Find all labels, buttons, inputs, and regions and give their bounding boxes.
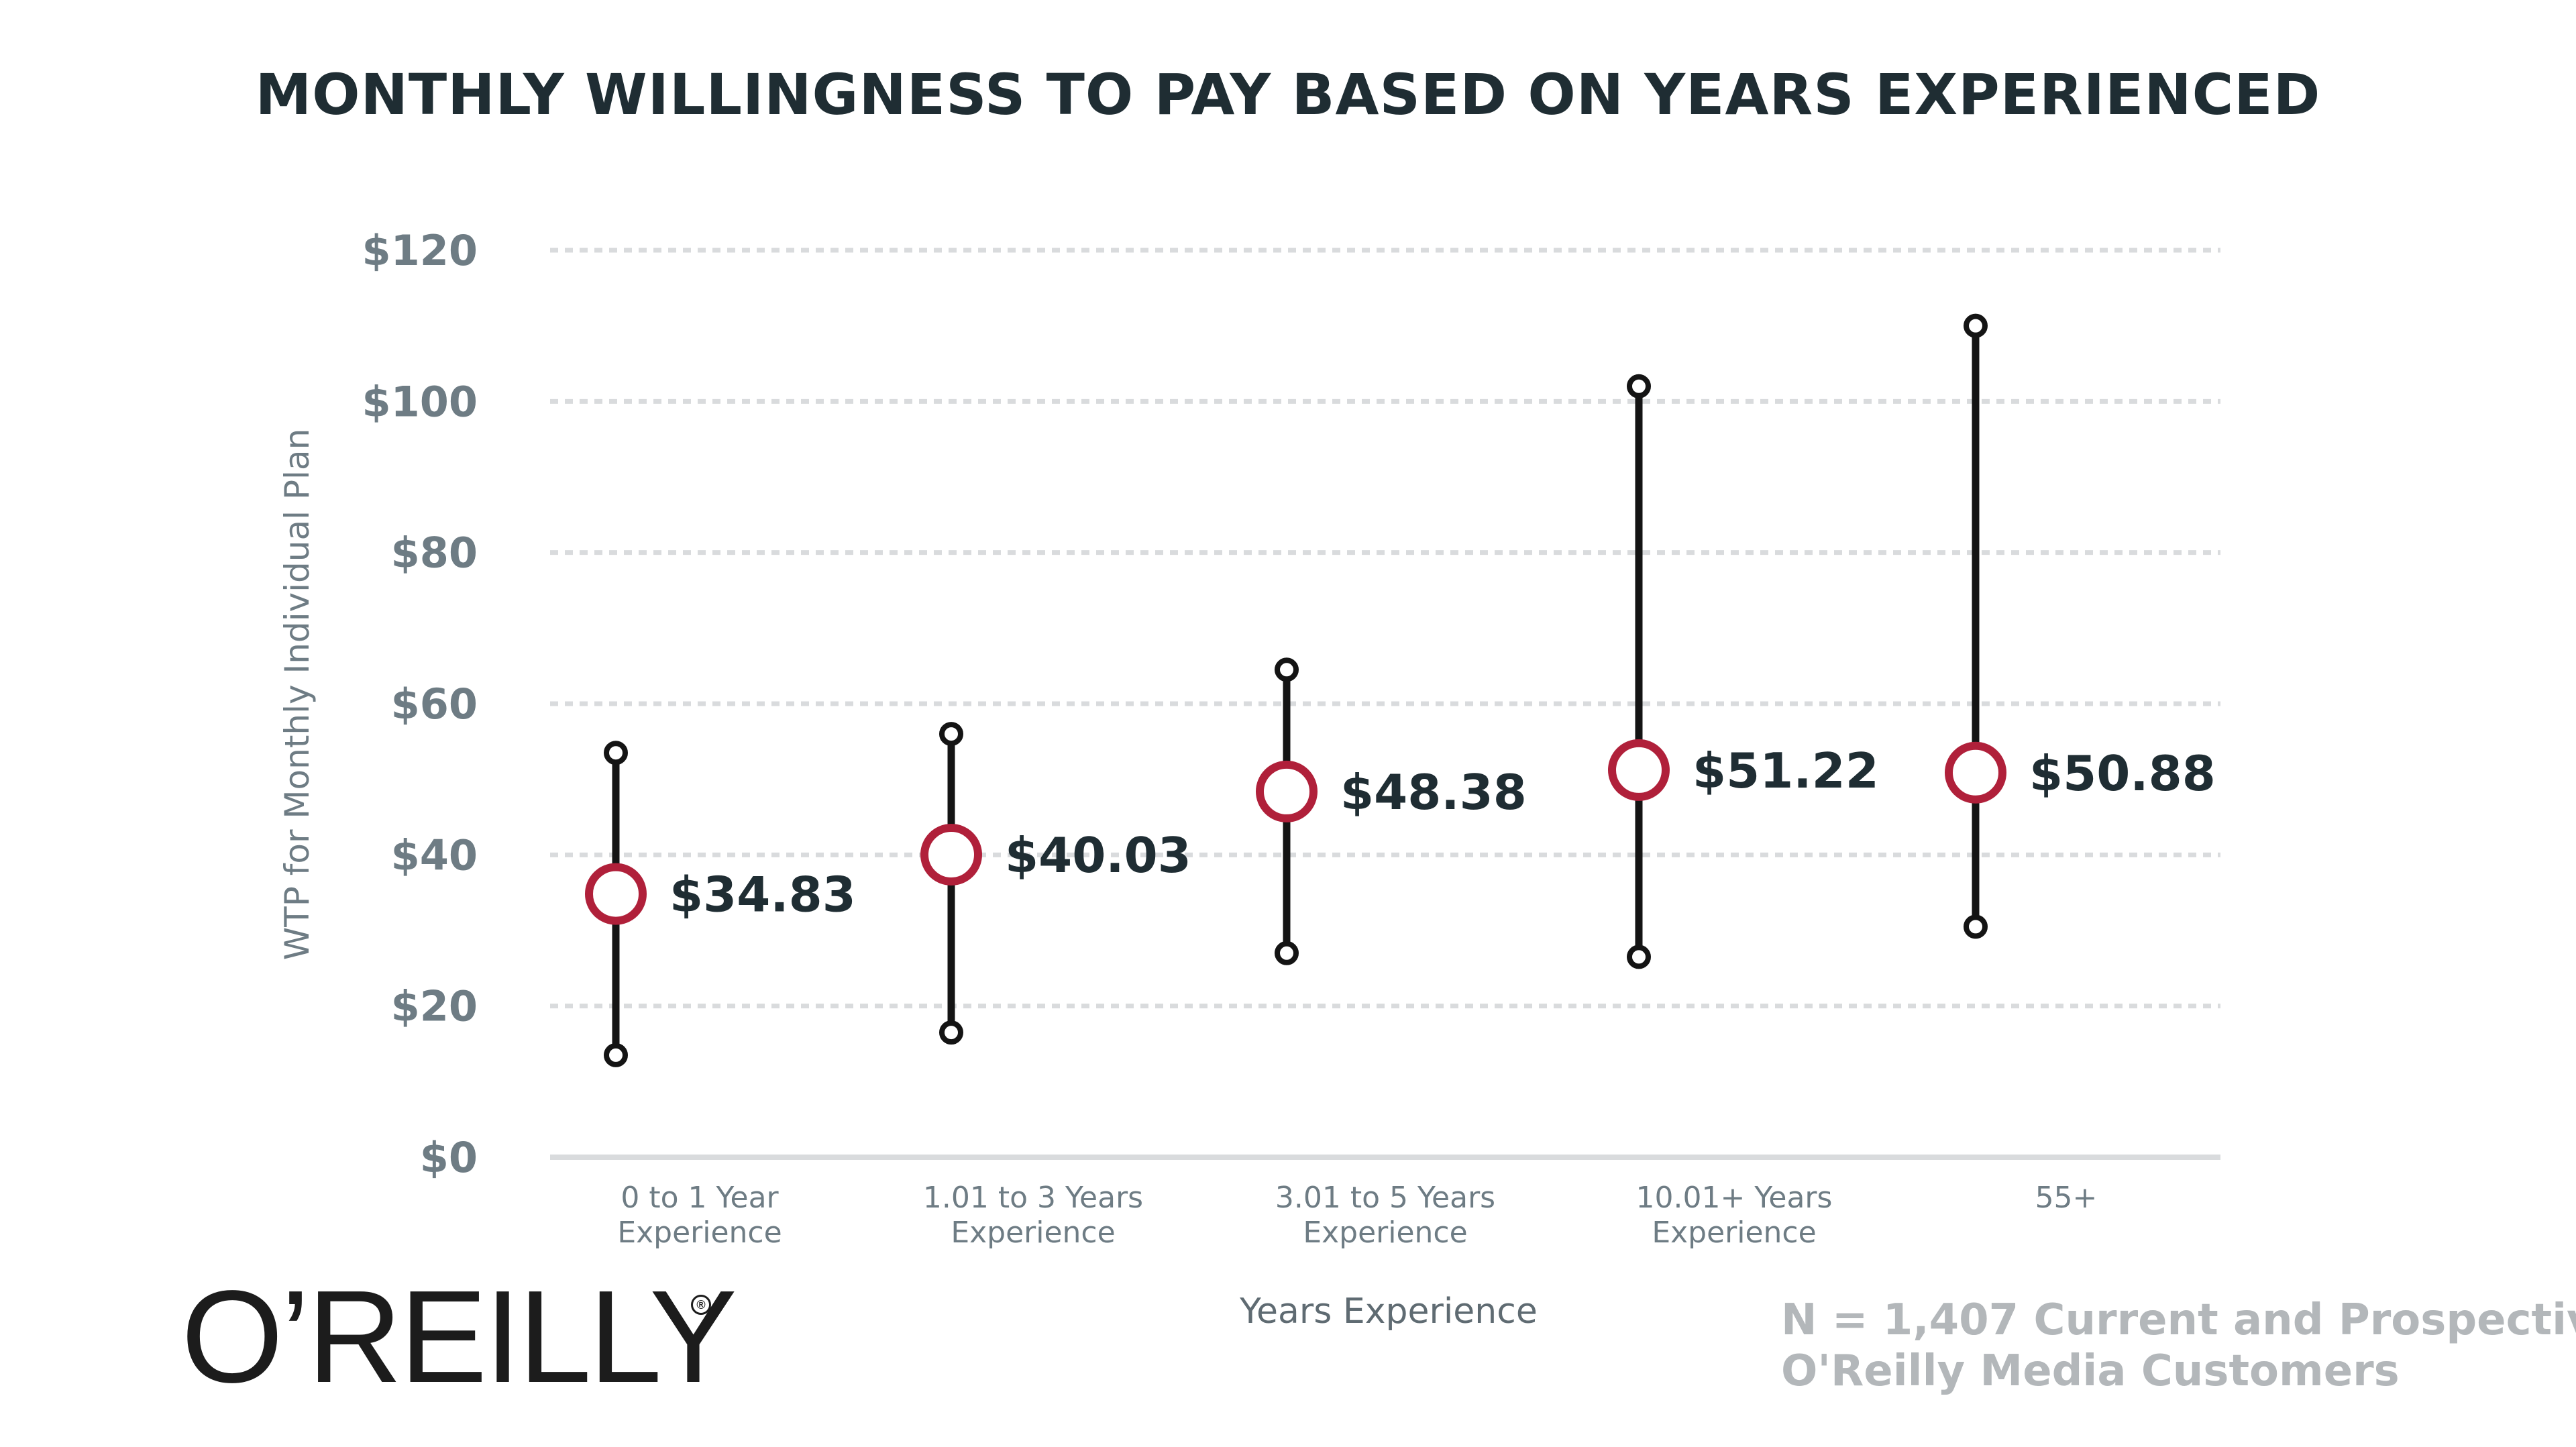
sample-size-line-2: O'Reilly Media Customers <box>1781 1346 2400 1396</box>
range-group: $48.38 <box>1256 657 1527 965</box>
y-tick-label: $80 <box>391 529 478 578</box>
oreilly-logo: O’REILLY <box>181 1263 737 1410</box>
x-tick-label: 55+ <box>2035 1181 2098 1215</box>
x-tick-label: 0 to 1 Year Experience <box>617 1181 782 1250</box>
mean-marker <box>585 863 647 925</box>
range-high-point <box>1627 374 1651 398</box>
range-high-point <box>1275 657 1299 682</box>
range-high-point <box>604 741 628 765</box>
range-low-point <box>1275 941 1299 965</box>
y-tick-label: $60 <box>391 680 478 729</box>
mean-marker <box>1945 741 2006 804</box>
range-group: $51.22 <box>1608 374 1879 969</box>
y-tick-label: $20 <box>391 982 478 1031</box>
range-group: $40.03 <box>920 722 1191 1045</box>
mean-value-label: $51.22 <box>1693 743 1879 799</box>
mean-marker <box>1256 760 1318 822</box>
range-group: $50.88 <box>1945 313 2216 939</box>
mean-marker <box>920 823 982 886</box>
x-axis-label: Years Experience <box>1239 1291 1538 1332</box>
x-tick-labels: 0 to 1 Year Experience 1.01 to 3 Years Expe… <box>617 1181 2097 1250</box>
sample-size-note: N = 1,407 Current and Prospective O'Reil… <box>1781 1295 2576 1397</box>
y-tick-label: $120 <box>362 226 478 275</box>
x-tick-label: 3.01 to 5 Years Experience <box>1275 1181 1495 1250</box>
mean-value-label: $40.03 <box>1005 827 1191 883</box>
chart-title: MONTHLY WILLINGNESS TO PAY BASED ON YEAR… <box>255 62 2321 127</box>
x-tick-label: 10.01+ Years Experience <box>1636 1181 1833 1250</box>
y-tick-label: $100 <box>362 377 478 426</box>
gridlines <box>550 248 2220 1160</box>
registered-mark-icon: ® <box>691 1295 711 1315</box>
range-low-point <box>939 1020 963 1045</box>
range-low-point <box>1964 914 1988 939</box>
range-high-point <box>1964 313 1988 338</box>
y-tick-label: $0 <box>420 1133 478 1182</box>
range-high-point <box>939 722 963 747</box>
range-low-point <box>604 1042 628 1067</box>
y-tick-labels: $0 $20 $40 $60 $80 $100 $120 <box>362 226 478 1182</box>
range-group: $34.83 <box>585 741 856 1067</box>
sample-size-line-1: N = 1,407 Current and Prospective <box>1781 1295 2576 1345</box>
mean-value-label: $34.83 <box>669 867 856 923</box>
mean-value-label: $50.88 <box>2029 745 2216 802</box>
mean-marker <box>1608 739 1670 801</box>
y-axis-label: WTP for Monthly Individual Plan <box>278 429 317 961</box>
ranges: $34.83 $40.03 $48.38 $51.22 $50.88 <box>585 313 2216 1067</box>
range-low-point <box>1627 945 1651 969</box>
mean-value-label: $48.38 <box>1340 764 1527 820</box>
x-tick-label: 1.01 to 3 Years Experience <box>923 1181 1143 1250</box>
y-tick-label: $40 <box>391 830 478 879</box>
